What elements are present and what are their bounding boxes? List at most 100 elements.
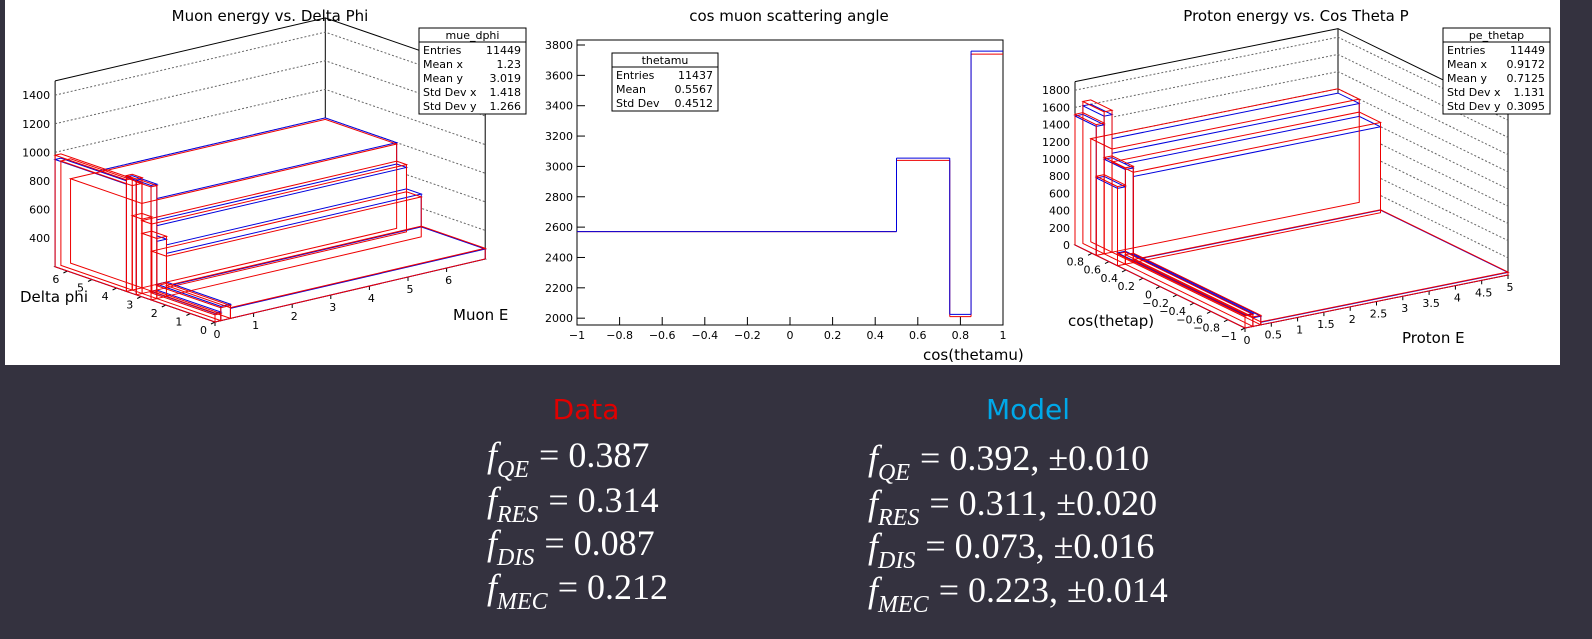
value: = 0.087 [544,523,655,563]
x-tick-label: 0 [787,329,794,342]
y-tick-label: 2400 [545,251,573,264]
x-tick-label: 3.5 [1422,297,1440,310]
x-tick-label: 0 [1244,334,1251,347]
x-tick-label: 3 [329,301,336,314]
grid-line [1074,53,1509,138]
stats-title: thetamu [642,54,689,67]
grid-line [1074,36,1509,121]
lego-bin [1115,251,1255,329]
y-tick-label: 1 [175,316,182,329]
fraction-row: fMEC = 0.223, ±0.014 [868,568,1168,627]
subscript: MEC [497,589,548,615]
y-tick-label: −1 [1221,330,1237,343]
stats-value: 0.9172 [1507,58,1546,71]
fraction-row: fQE = 0.392, ±0.010 [868,436,1149,495]
x-tick-label: 1 [1000,329,1007,342]
stats-value: 1.418 [490,86,522,99]
grid-line [54,88,486,153]
stats-label: Entries [616,69,655,82]
stats-value: 11449 [1510,44,1545,57]
x-tick-label: 0.6 [909,329,927,342]
y-tick-label: −0.8 [1193,322,1220,335]
value: = 0.392, ±0.010 [920,438,1150,478]
y-tick [1121,269,1127,273]
fraction-row: fRES = 0.311, ±0.020 [868,481,1157,540]
value: = 0.314 [548,480,659,520]
x-tick-label: 0.4 [866,329,884,342]
z-tick-label: 600 [29,204,50,217]
column-heading: Model [985,393,1071,426]
y-tick [63,270,68,274]
z-tick-label: 400 [1049,205,1070,218]
fraction-row: fDIS = 0.087 [487,521,655,580]
symbol: f [868,483,879,523]
y-tick [112,287,117,291]
stats-value: 1.23 [497,58,522,71]
y-tick-label: 0 [200,324,207,337]
symbol: f [487,567,498,607]
y-tick [1206,310,1212,314]
y-tick [1087,252,1093,256]
y-tick-label: 0 [1145,289,1152,302]
z-tick-label: 1000 [1042,153,1070,166]
x-axis-title: cos(thetamu) [923,346,1024,364]
y-tick [1155,286,1161,289]
stats-value: 11437 [678,69,713,82]
x-tick-label: −0.8 [606,329,633,342]
x-tick-label: 0 [214,328,221,341]
symbol: f [487,480,498,520]
y-tick-label: −0.4 [1159,305,1186,318]
x-tick-label: 1 [1296,323,1303,336]
x-tick-label: 2.5 [1370,308,1388,321]
chart-title: cos muon scattering angle [689,7,889,25]
x-tick-label: 4 [1454,292,1461,305]
y-tick-label: 2200 [545,282,573,295]
lego-bin [134,179,159,301]
x-tick-label: 0.8 [952,329,970,342]
z-tick-label: 800 [29,175,50,188]
y-tick-label: 0.8 [1067,255,1085,268]
x-tick-label: 2 [1349,313,1356,326]
value: = 0.073, ±0.016 [925,526,1155,566]
subscript: DIS [878,548,916,574]
x-tick-label: 5 [407,283,414,296]
z-tick-label: 1000 [22,146,50,159]
grid-line [1074,71,1509,156]
subscript: QE [497,457,530,483]
y-axis-title: cos(thetap) [1068,312,1154,330]
fraction-row: fQE = 0.387 [487,433,649,492]
stats-value: 0.5567 [675,83,714,96]
x-tick-label: 0.5 [1265,329,1283,342]
z-tick-label: 800 [1049,170,1070,183]
y-tick [1240,327,1246,331]
stats-label: Std Dev x [1447,86,1501,99]
stats-label: Mean y [1447,72,1487,85]
symbol: f [868,526,879,566]
subscript: DIS [497,545,535,571]
subscript: QE [878,460,911,486]
y-tick [1104,261,1110,265]
stats-title: pe_thetap [1469,29,1524,42]
lego-bin [1073,112,1106,257]
y-tick [161,304,167,308]
z-tick-label: 400 [29,232,50,245]
stats-value: 11449 [486,44,521,57]
y-tick [136,296,142,299]
x-tick-label: −1 [569,329,585,342]
z-tick-label: 0 [1063,239,1070,252]
symbol: f [868,438,879,478]
y-tick [1223,319,1229,323]
y-tick [87,279,93,282]
fraction-row: fDIS = 0.073, ±0.016 [868,524,1154,583]
stats-label: Mean y [423,72,463,85]
stats-value: 0.3095 [1507,100,1546,113]
plots-panel: 40060080010001200140001234560123456Muon … [5,0,1560,365]
x-tick-label: 6 [445,274,452,287]
z-tick-label: 200 [1049,222,1070,235]
y-tick-label: 3 [126,299,133,312]
y-tick [1189,302,1195,306]
stats-value: 1.266 [490,100,522,113]
stats-label: Std Dev x [423,86,477,99]
y-tick-label: 6 [52,273,59,286]
